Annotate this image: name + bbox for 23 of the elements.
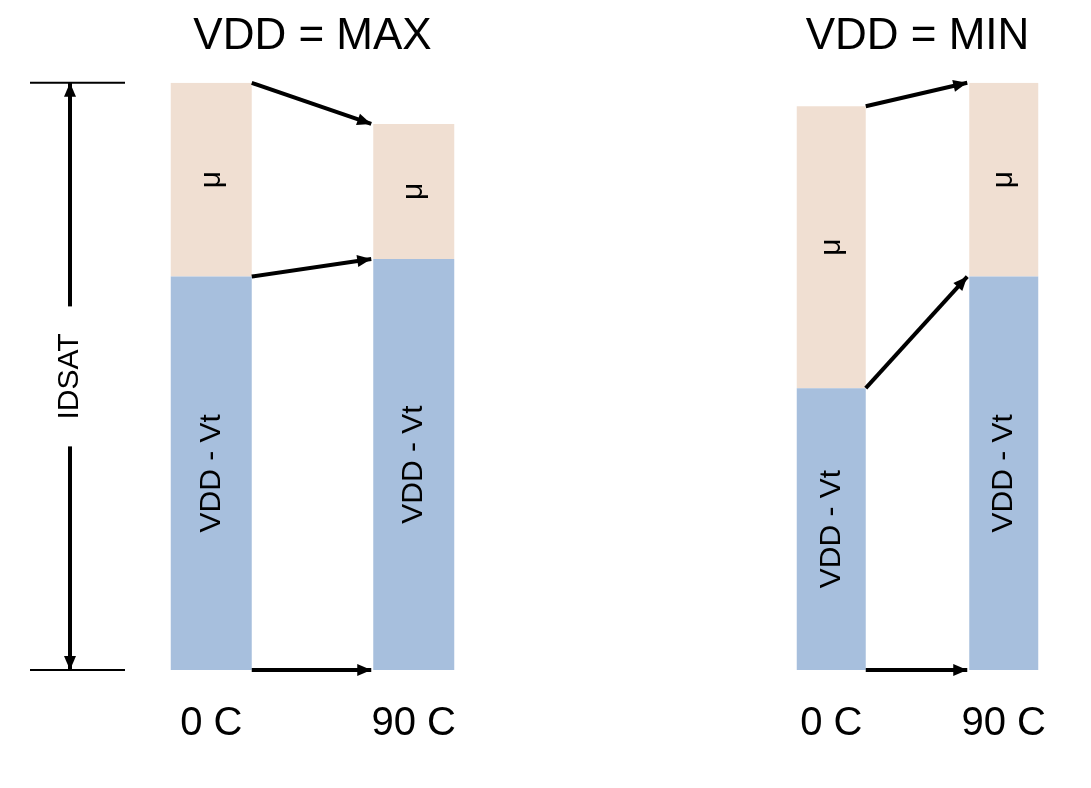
- bar: [170, 82, 252, 277]
- x-tick-label: 0 C: [800, 699, 863, 744]
- text: μ: [192, 171, 226, 189]
- bar: [969, 276, 1039, 670]
- chart-title: VDD = MIN: [805, 8, 1030, 58]
- bar: [170, 276, 252, 670]
- series-label: μ: [812, 238, 846, 256]
- x-tick-label: 90 C: [961, 699, 1046, 744]
- y-axis-title: IDSAT: [51, 333, 85, 420]
- bar: [796, 388, 866, 670]
- text: VDD - Vt: [192, 414, 226, 533]
- bar: [373, 258, 455, 670]
- series-label: VDD - Vt: [395, 404, 429, 524]
- chart-title: VDD = MAX: [193, 8, 432, 58]
- x-tick-label: 0 C: [180, 699, 243, 744]
- bar: [796, 106, 866, 389]
- text: VDD - Vt: [985, 414, 1019, 533]
- bar: [373, 123, 455, 259]
- bar: [969, 82, 1039, 277]
- series-label: VDD - Vt: [812, 469, 846, 589]
- x-tick-label: 90 C: [371, 699, 456, 744]
- text: μ: [985, 171, 1019, 189]
- series-label: μ: [395, 182, 429, 201]
